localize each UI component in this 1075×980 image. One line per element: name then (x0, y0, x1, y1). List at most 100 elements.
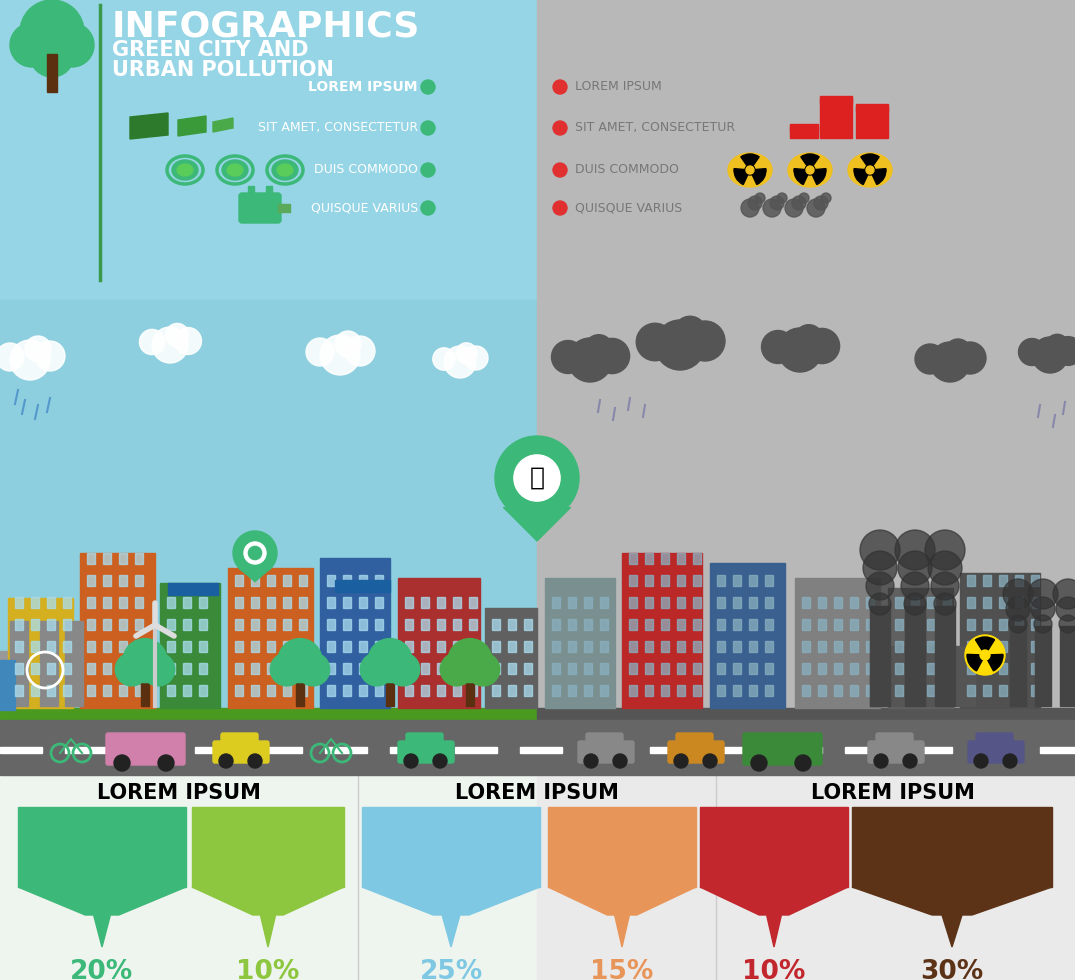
Text: 20%: 20% (70, 959, 133, 980)
Bar (47, 641, 55, 652)
Bar (733, 597, 741, 608)
Bar (943, 663, 951, 674)
Bar (327, 597, 335, 608)
Bar (359, 685, 367, 696)
Circle shape (1059, 615, 1075, 633)
Bar (866, 663, 874, 674)
Circle shape (553, 163, 567, 177)
FancyBboxPatch shape (221, 733, 258, 751)
Bar (802, 685, 809, 696)
Bar (538, 0, 1075, 300)
Circle shape (741, 199, 759, 217)
Bar (119, 685, 127, 696)
Bar (47, 54, 57, 92)
Bar (927, 663, 935, 674)
Bar (250, 685, 259, 696)
Bar (888, 588, 954, 708)
Circle shape (444, 346, 476, 378)
Bar (545, 578, 615, 708)
Bar (765, 663, 773, 674)
Bar (584, 641, 592, 652)
Bar (968, 685, 975, 696)
Bar (15, 597, 23, 608)
Wedge shape (734, 169, 750, 184)
Circle shape (114, 755, 130, 771)
Bar (856, 106, 888, 138)
Bar (130, 747, 172, 753)
Bar (327, 575, 335, 586)
Bar (421, 663, 429, 674)
Bar (584, 685, 592, 696)
Bar (850, 663, 858, 674)
Circle shape (1003, 579, 1033, 609)
Bar (999, 685, 1007, 696)
Bar (438, 597, 445, 608)
Bar (40, 621, 58, 706)
Bar (438, 663, 445, 674)
Bar (1060, 626, 1075, 706)
Circle shape (142, 653, 175, 686)
Bar (1031, 575, 1040, 586)
Circle shape (270, 653, 303, 686)
Bar (119, 597, 127, 608)
Bar (677, 619, 685, 630)
Bar (31, 663, 39, 674)
Bar (765, 575, 773, 586)
Circle shape (278, 639, 322, 683)
Circle shape (244, 542, 266, 564)
Bar (469, 619, 477, 630)
Bar (749, 597, 757, 608)
FancyBboxPatch shape (668, 741, 723, 763)
Polygon shape (178, 116, 206, 136)
Bar (103, 575, 111, 586)
Text: SIT AMET, CONSECTETUR: SIT AMET, CONSECTETUR (575, 122, 735, 134)
Bar (267, 619, 275, 630)
Bar (192, 807, 344, 887)
Circle shape (954, 342, 986, 374)
Bar (661, 575, 669, 586)
Bar (895, 597, 903, 608)
Bar (551, 597, 560, 608)
Bar (983, 619, 991, 630)
Bar (834, 597, 842, 608)
Bar (693, 575, 701, 586)
Bar (250, 597, 259, 608)
Bar (453, 663, 461, 674)
Bar (87, 641, 95, 652)
Bar (717, 619, 725, 630)
Circle shape (898, 551, 932, 585)
Bar (335, 580, 390, 592)
Bar (453, 641, 461, 652)
Bar (320, 558, 390, 708)
Circle shape (821, 193, 831, 203)
Bar (999, 663, 1007, 674)
Circle shape (865, 165, 875, 175)
Bar (469, 685, 477, 696)
Circle shape (761, 330, 794, 364)
Bar (199, 685, 207, 696)
Bar (999, 619, 1007, 630)
Circle shape (770, 196, 784, 210)
Bar (645, 685, 653, 696)
Polygon shape (700, 887, 848, 947)
Bar (999, 641, 1007, 652)
Bar (405, 597, 413, 608)
Bar (866, 619, 874, 630)
Bar (343, 619, 352, 630)
FancyBboxPatch shape (578, 741, 634, 763)
Bar (343, 641, 352, 652)
Bar (1015, 641, 1023, 652)
Bar (299, 575, 307, 586)
Bar (551, 641, 560, 652)
Bar (1015, 575, 1023, 586)
Bar (520, 747, 562, 753)
Bar (600, 685, 608, 696)
Bar (235, 663, 243, 674)
Bar (943, 597, 951, 608)
Bar (421, 619, 429, 630)
Bar (715, 747, 757, 753)
Bar (975, 747, 1017, 753)
Bar (1031, 597, 1040, 608)
Bar (343, 685, 352, 696)
Circle shape (792, 196, 806, 210)
